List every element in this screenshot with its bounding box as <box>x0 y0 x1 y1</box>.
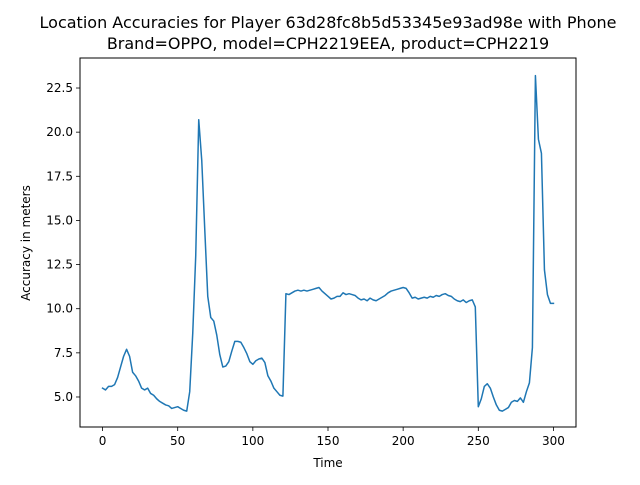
y-tick-label: 20.0 <box>46 125 73 139</box>
y-tick-label: 15.0 <box>46 213 73 227</box>
chart-title-line-1: Location Accuracies for Player 63d28fc8b… <box>40 13 617 32</box>
x-tick-label: 0 <box>99 434 107 448</box>
plot-area: 0 50 100 150 200 250 300 5.0 7.5 10.0 12.5 15.0 17.… <box>46 57 577 448</box>
y-tick-label: 5.0 <box>54 390 73 404</box>
plot-background <box>80 58 576 427</box>
x-axis-ticks: 0 50 100 150 200 250 300 <box>99 427 565 448</box>
y-tick-label: 12.5 <box>46 258 73 272</box>
y-tick-label: 17.5 <box>46 169 73 183</box>
x-tick-label: 150 <box>317 434 340 448</box>
series-line-0 <box>101 74 555 412</box>
x-tick-label: 250 <box>467 434 490 448</box>
x-tick-label: 100 <box>241 434 264 448</box>
y-tick-label: 10.0 <box>46 302 73 316</box>
y-axis-label: Accuracy in meters <box>19 185 33 301</box>
x-axis-label: Time <box>312 456 342 470</box>
x-tick-label: 50 <box>170 434 185 448</box>
x-tick-label: 300 <box>542 434 565 448</box>
y-tick-label: 22.5 <box>46 81 73 95</box>
y-axis-ticks: 5.0 7.5 10.0 12.5 15.0 17.5 20.0 22.5 <box>46 81 80 404</box>
x-tick-label: 200 <box>392 434 415 448</box>
y-tick-label: 7.5 <box>54 346 73 360</box>
chart-title-line-2: Brand=OPPO, model=CPH2219EEA, product=CP… <box>107 34 549 53</box>
series-layer <box>101 74 555 412</box>
plot-border <box>79 57 577 428</box>
